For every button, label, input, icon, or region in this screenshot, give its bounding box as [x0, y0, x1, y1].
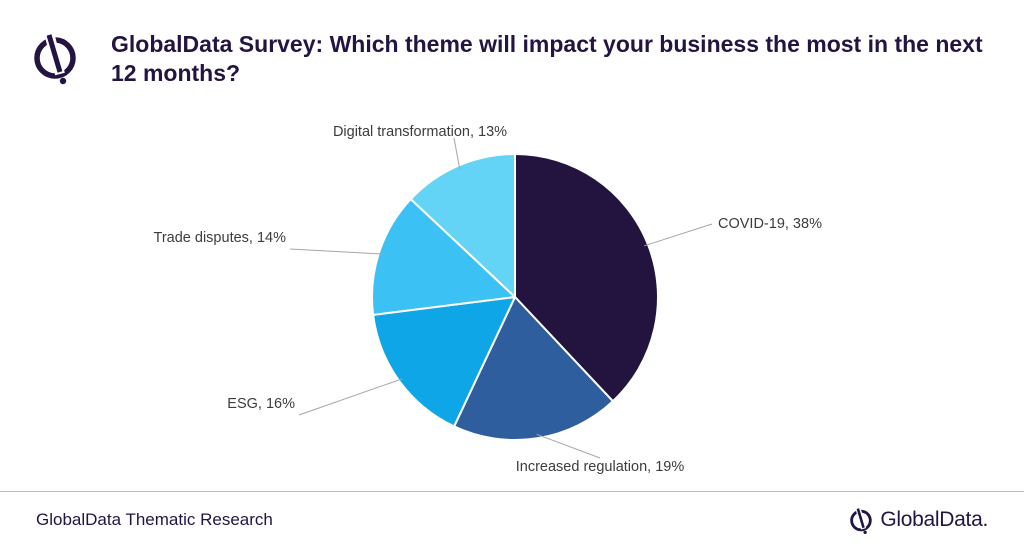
pie-slices — [371, 153, 659, 441]
source-label: GlobalData Thematic Research — [36, 510, 273, 529]
pie-chart: COVID-19, 38% Increased regulation, 19% ES… — [0, 110, 1024, 490]
pie-slice-digital-transformation — [409, 153, 516, 298]
leader-line — [644, 223, 713, 247]
header: GlobalData Survey: Which theme will impa… — [0, 0, 1024, 110]
globaldata-mark-icon — [850, 506, 873, 534]
footer-divider — [0, 491, 1024, 492]
leader-line — [289, 248, 383, 255]
page-title: GlobalData Survey: Which theme will impa… — [111, 31, 983, 86]
pie-slice-increased-regulation — [453, 296, 614, 441]
slice-label: Digital transformation, 13% — [333, 124, 507, 140]
pie-labels: COVID-19, 38% Increased regulation, 19% ES… — [154, 124, 823, 475]
leader-line — [298, 378, 403, 416]
slice-label: Increased regulation, 19% — [516, 459, 685, 475]
pie-slice-esg — [372, 296, 516, 428]
slice-label: Trade disputes, 14% — [154, 230, 287, 246]
slice-label: COVID-19, 38% — [718, 216, 822, 232]
leader-line — [453, 137, 461, 170]
pie-slice-trade-disputes — [371, 198, 516, 316]
slice-label: ESG, 16% — [227, 396, 295, 412]
leader-line — [536, 433, 601, 459]
brand-name: GlobalData. — [880, 508, 988, 531]
pie-chart-svg: COVID-19, 38% Increased regulation, 19% ES… — [154, 124, 823, 475]
footer-brand: GlobalData. — [849, 504, 988, 536]
globaldata-mark-icon — [34, 31, 76, 85]
